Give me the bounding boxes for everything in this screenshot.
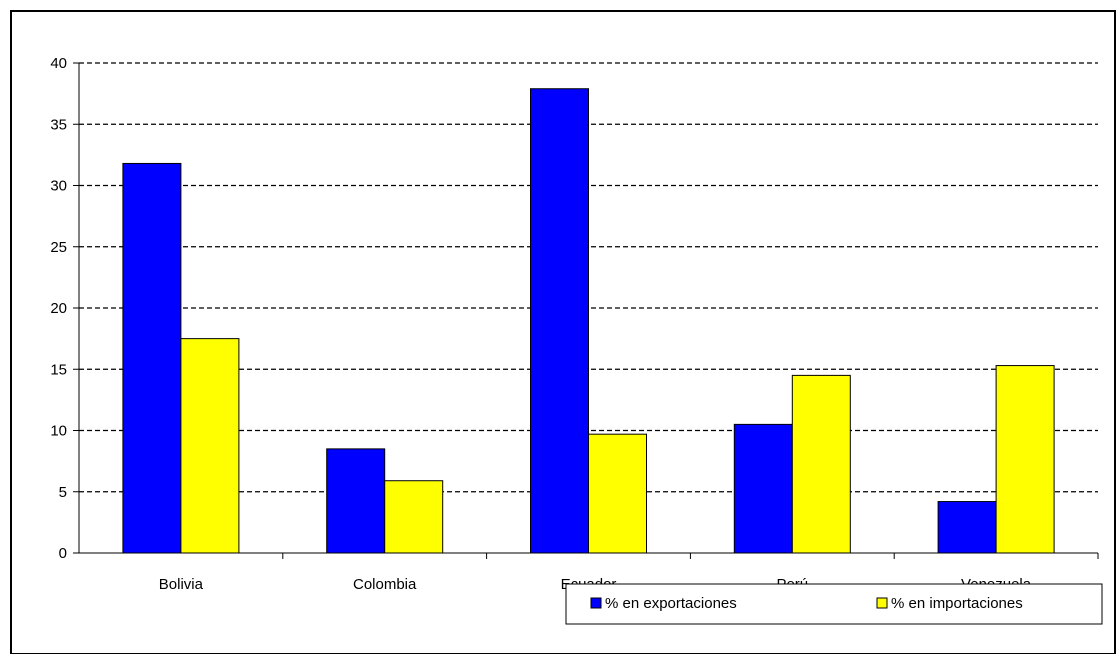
bar-perú-importaciones [791,374,851,554]
legend-swatch-exportaciones [590,597,602,609]
x-tick-label-colombia: Colombia [353,576,417,593]
y-tick-label: 15 [50,361,67,378]
bars [122,88,1055,554]
y-tick-labels: 0 5 10 15 20 25 30 35 40 [50,55,79,562]
legend: % en exportaciones % en importaciones [565,583,1103,625]
bar-ecuador-exportaciones [530,88,589,554]
bar-bolivia-exportaciones [122,162,182,554]
y-tick-label: 20 [50,300,67,317]
legend-box [565,583,1103,625]
bar-bolivia-importaciones [180,338,240,554]
y-tick-label: 40 [50,55,67,72]
y-tick-label: 5 [59,484,67,501]
legend-label-exportaciones: % en exportaciones [605,595,737,612]
y-tick-label: 30 [50,178,67,195]
y-tick-label: 10 [50,423,67,440]
legend-swatch-importaciones [876,597,888,609]
legend-label-importaciones: % en importaciones [891,595,1023,612]
bar-venezuela-importaciones [995,365,1055,554]
bar-perú-exportaciones [733,423,793,554]
bar-ecuador-importaciones [588,433,647,554]
x-tick-label-bolivia: Bolivia [159,576,204,593]
bar-colombia-importaciones [384,480,444,554]
y-tick-label: 25 [50,239,67,256]
y-tick-label: 0 [59,545,67,562]
bar-venezuela-exportaciones [937,501,997,554]
bar-colombia-exportaciones [326,448,386,554]
gridlines [79,62,1098,493]
y-tick-label: 35 [50,116,67,133]
